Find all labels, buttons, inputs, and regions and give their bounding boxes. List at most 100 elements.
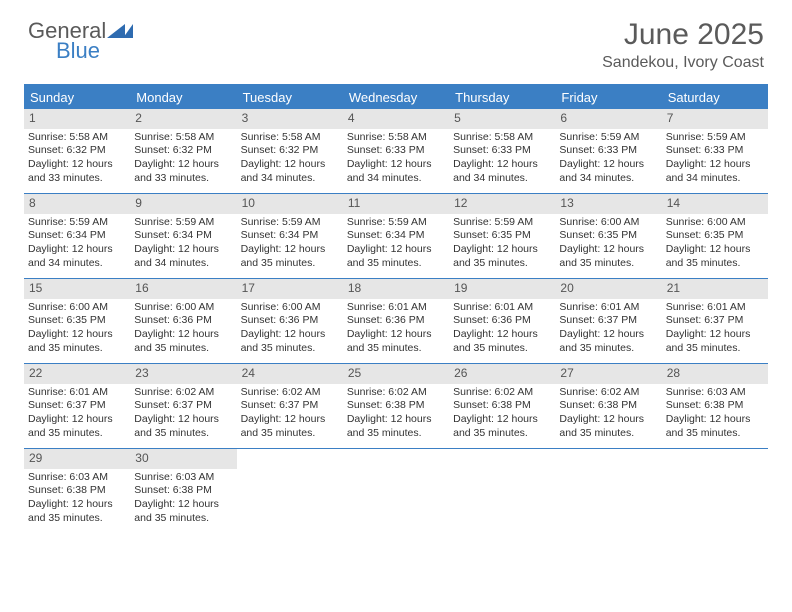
daylight-line: Daylight: 12 hours and 35 minutes. [453,328,551,355]
week-row: 1 Sunrise: 5:58 AMSunset: 6:32 PMDaylight… [24,109,768,194]
day-cell: 25Sunrise: 6:02 AMSunset: 6:38 PMDayligh… [343,364,449,448]
week-row: 29Sunrise: 6:03 AMSunset: 6:38 PMDayligh… [24,449,768,533]
sunset-line: Sunset: 6:34 PM [28,229,126,243]
weekday-header: Monday [130,86,236,109]
sunset-line: Sunset: 6:34 PM [134,229,232,243]
day-body: Sunrise: 5:58 AMSunset: 6:32 PMDaylight:… [237,131,343,186]
sunrise-line: Sunrise: 5:58 AM [241,131,339,145]
day-cell: 6Sunrise: 5:59 AMSunset: 6:33 PMDaylight… [555,109,661,193]
day-cell: 24Sunrise: 6:02 AMSunset: 6:37 PMDayligh… [237,364,343,448]
sunrise-line: Sunrise: 6:00 AM [28,301,126,315]
day-cell: 13Sunrise: 6:00 AMSunset: 6:35 PMDayligh… [555,194,661,278]
day-number: 7 [662,109,768,129]
day-body: Sunrise: 6:01 AMSunset: 6:36 PMDaylight:… [343,301,449,356]
day-cell: 27Sunrise: 6:02 AMSunset: 6:38 PMDayligh… [555,364,661,448]
sunrise-line: Sunrise: 5:59 AM [134,216,232,230]
day-number: 1 [24,109,130,129]
daylight-line: Daylight: 12 hours and 34 minutes. [241,158,339,185]
logo-word2: Blue [56,38,133,64]
sunrise-line: Sunrise: 6:02 AM [453,386,551,400]
day-body: Sunrise: 5:58 AMSunset: 6:33 PMDaylight:… [343,131,449,186]
day-body: Sunrise: 5:59 AMSunset: 6:34 PMDaylight:… [130,216,236,271]
day-number: 17 [237,279,343,299]
sunrise-line: Sunrise: 6:00 AM [241,301,339,315]
day-number: 29 [24,449,130,469]
sunset-line: Sunset: 6:33 PM [666,144,764,158]
week-row: 15Sunrise: 6:00 AMSunset: 6:35 PMDayligh… [24,279,768,364]
sunrise-line: Sunrise: 6:02 AM [347,386,445,400]
day-cell: 4Sunrise: 5:58 AMSunset: 6:33 PMDaylight… [343,109,449,193]
sunset-line: Sunset: 6:36 PM [241,314,339,328]
sunrise-line: Sunrise: 5:59 AM [28,216,126,230]
sunset-line: Sunset: 6:38 PM [347,399,445,413]
day-number: 2 [130,109,236,129]
day-body: Sunrise: 5:59 AMSunset: 6:34 PMDaylight:… [237,216,343,271]
sunset-line: Sunset: 6:36 PM [134,314,232,328]
daylight-line: Daylight: 12 hours and 34 minutes. [666,158,764,185]
daylight-line: Daylight: 12 hours and 34 minutes. [134,243,232,270]
sunset-line: Sunset: 6:35 PM [559,229,657,243]
day-number: 6 [555,109,661,129]
day-cell: 1Sunrise: 5:58 AMSunset: 6:32 PMDaylight… [24,109,130,193]
day-body: Sunrise: 6:02 AMSunset: 6:38 PMDaylight:… [449,386,555,441]
daylight-line: Daylight: 12 hours and 35 minutes. [134,413,232,440]
empty-cell [662,449,768,533]
daylight-line: Daylight: 12 hours and 35 minutes. [241,243,339,270]
day-cell: 2Sunrise: 5:58 AMSunset: 6:32 PMDaylight… [130,109,236,193]
day-number: 8 [24,194,130,214]
day-number: 14 [662,194,768,214]
weekday-header: Sunday [24,86,130,109]
day-body: Sunrise: 6:01 AMSunset: 6:37 PMDaylight:… [662,301,768,356]
sunrise-line: Sunrise: 6:01 AM [453,301,551,315]
daylight-line: Daylight: 12 hours and 33 minutes. [134,158,232,185]
day-cell: 23 Sunrise: 6:02 AMSunset: 6:37 PMDayligh… [130,364,236,448]
sunrise-line: Sunrise: 5:59 AM [241,216,339,230]
day-body: Sunrise: 6:02 AMSunset: 6:38 PMDaylight:… [555,386,661,441]
sunset-line: Sunset: 6:35 PM [666,229,764,243]
daylight-line: Daylight: 12 hours and 35 minutes. [559,413,657,440]
month-title: June 2025 [602,18,764,52]
logo-sail2-icon [123,24,133,38]
sunrise-line: Sunrise: 6:02 AM [134,386,232,400]
day-number: 12 [449,194,555,214]
empty-cell [449,449,555,533]
sunrise-line: Sunrise: 6:01 AM [28,386,126,400]
day-body: Sunrise: 5:59 AMSunset: 6:33 PMDaylight:… [662,131,768,186]
weekday-header: Friday [555,86,661,109]
day-body: Sunrise: 6:03 AMSunset: 6:38 PMDaylight:… [24,471,130,526]
day-body: Sunrise: 6:01 AMSunset: 6:37 PMDaylight:… [24,386,130,441]
day-body: Sunrise: 5:58 AMSunset: 6:33 PMDaylight:… [449,131,555,186]
day-body: Sunrise: 6:00 AMSunset: 6:36 PMDaylight:… [130,301,236,356]
sunset-line: Sunset: 6:35 PM [453,229,551,243]
sunrise-line: Sunrise: 6:02 AM [241,386,339,400]
sunset-line: Sunset: 6:37 PM [134,399,232,413]
sunset-line: Sunset: 6:34 PM [241,229,339,243]
day-number: 16 [130,279,236,299]
day-cell: 14Sunrise: 6:00 AMSunset: 6:35 PMDayligh… [662,194,768,278]
title-block: June 2025 Sandekou, Ivory Coast [602,18,764,72]
sunrise-line: Sunrise: 5:58 AM [134,131,232,145]
weekday-header-row: SundayMondayTuesdayWednesdayThursdayFrid… [24,86,768,109]
day-cell: 17Sunrise: 6:00 AMSunset: 6:36 PMDayligh… [237,279,343,363]
day-cell: 19Sunrise: 6:01 AMSunset: 6:36 PMDayligh… [449,279,555,363]
day-cell: 20Sunrise: 6:01 AMSunset: 6:37 PMDayligh… [555,279,661,363]
week-row: 22Sunrise: 6:01 AMSunset: 6:37 PMDayligh… [24,364,768,449]
weekday-header: Saturday [662,86,768,109]
day-number: 23 [130,364,236,384]
daylight-line: Daylight: 12 hours and 35 minutes. [666,243,764,270]
sunrise-line: Sunrise: 6:00 AM [559,216,657,230]
weekday-header: Thursday [449,86,555,109]
daylight-line: Daylight: 12 hours and 34 minutes. [347,158,445,185]
day-number: 15 [24,279,130,299]
daylight-line: Daylight: 12 hours and 35 minutes. [453,243,551,270]
daylight-line: Daylight: 12 hours and 33 minutes. [28,158,126,185]
daylight-line: Daylight: 12 hours and 35 minutes. [241,413,339,440]
day-cell: 10Sunrise: 5:59 AMSunset: 6:34 PMDayligh… [237,194,343,278]
sunrise-line: Sunrise: 5:59 AM [559,131,657,145]
day-cell: 12Sunrise: 5:59 AMSunset: 6:35 PMDayligh… [449,194,555,278]
daylight-line: Daylight: 12 hours and 35 minutes. [134,498,232,525]
daylight-line: Daylight: 12 hours and 34 minutes. [28,243,126,270]
sunset-line: Sunset: 6:33 PM [559,144,657,158]
day-number: 5 [449,109,555,129]
sunrise-line: Sunrise: 5:58 AM [347,131,445,145]
